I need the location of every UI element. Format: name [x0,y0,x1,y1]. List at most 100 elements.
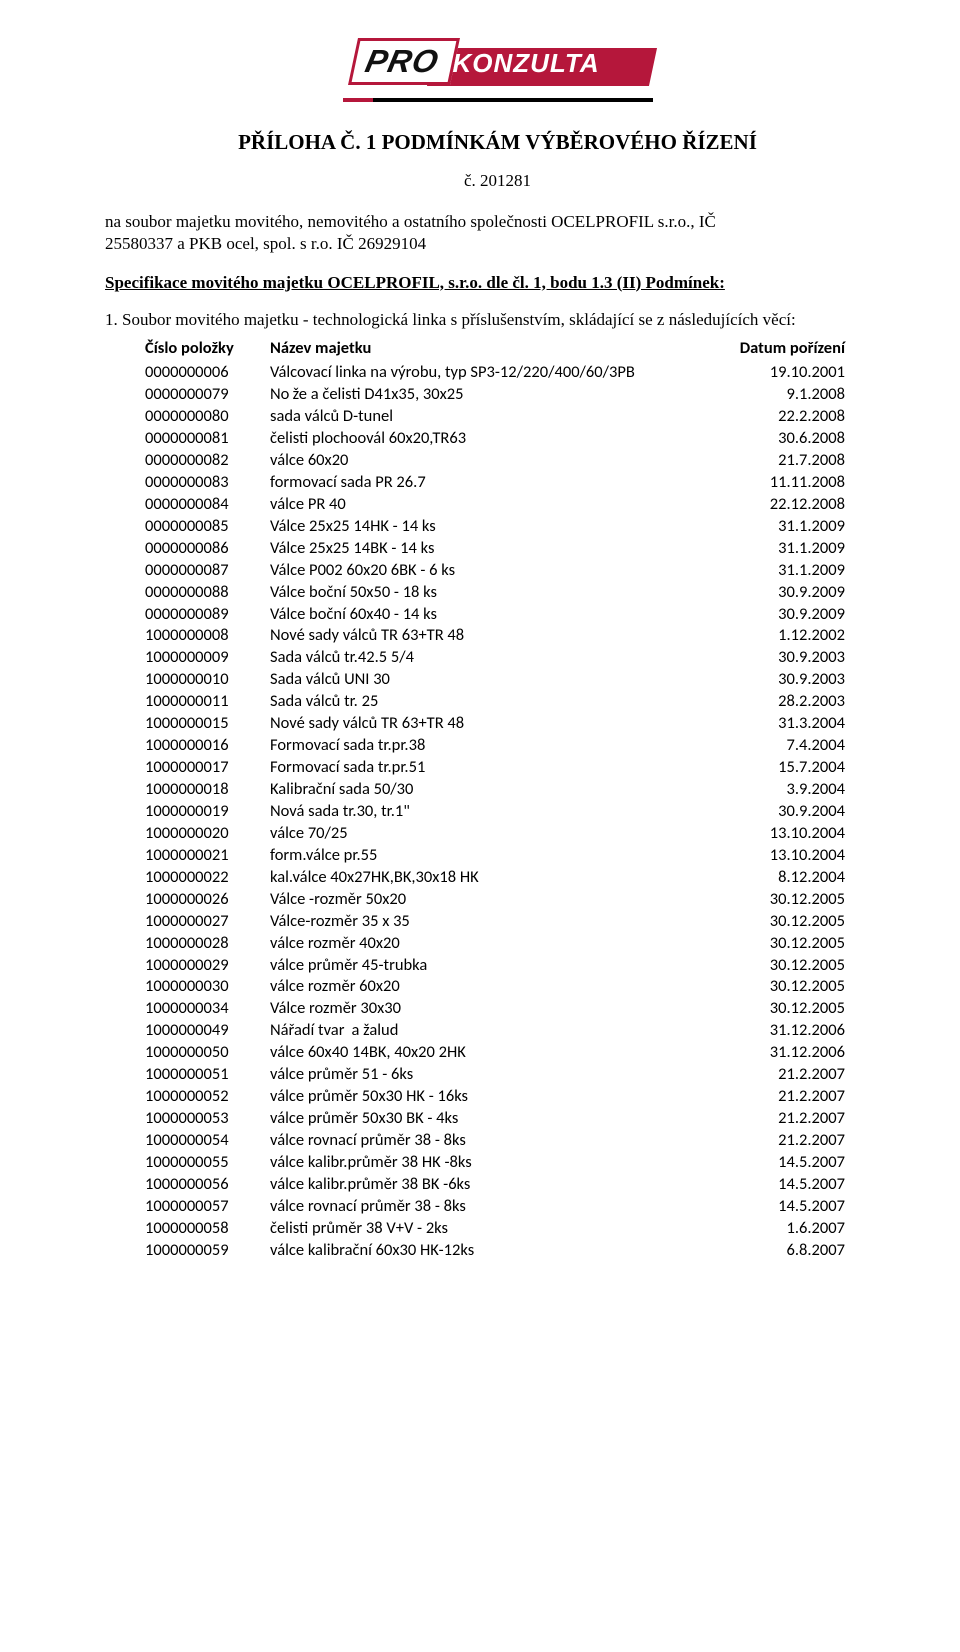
table-row: 1000000055válce kalibr.průměr 38 HK -8ks… [145,1152,890,1174]
cell-name: Nová sada tr.30, tr.1" [270,801,730,823]
cell-id: 1000000016 [145,735,270,757]
table-row: 1000000057válce rovnací průměr 38 - 8ks1… [145,1196,890,1218]
cell-id: 0000000083 [145,472,270,494]
cell-date: 31.12.2006 [730,1042,845,1064]
cell-id: 1000000021 [145,845,270,867]
table-header: Číslo položky Název majetku Datum poříze… [145,338,890,360]
table-row: 1000000018Kalibrační sada 50/303.9.2004 [145,779,890,801]
cell-date: 9.1.2008 [730,384,845,406]
logo-text-konzulta: KONZULTA [453,48,600,79]
logo-underline [343,98,653,102]
col-header-date: Datum pořízení [730,338,845,360]
cell-date: 21.2.2007 [730,1108,845,1130]
cell-id: 0000000006 [145,362,270,384]
cell-date: 31.1.2009 [730,516,845,538]
document-page: PRO KONZULTA PŘÍLOHA Č. 1 PODMÍNKÁM VÝBĚ… [0,0,960,1652]
cell-id: 1000000028 [145,933,270,955]
cell-date: 3.9.2004 [730,779,845,801]
table-body: 0000000006Válcovací linka na výrobu, typ… [145,362,890,1261]
cell-name: Nové sady válců TR 63+TR 48 [270,625,730,647]
cell-name: Válce -rozměr 50x20 [270,889,730,911]
table-row: 1000000054válce rovnací průměr 38 - 8ks2… [145,1130,890,1152]
cell-name: Kalibrační sada 50/30 [270,779,730,801]
cell-id: 0000000081 [145,428,270,450]
col-header-name: Název majetku [270,338,730,360]
cell-name: formovací sada PR 26.7 [270,472,730,494]
cell-id: 1000000011 [145,691,270,713]
col-header-id: Číslo položky [145,338,270,360]
cell-name: Sada válců tr. 25 [270,691,730,713]
table-row: 1000000053válce průměr 50x30 BK - 4ks21.… [145,1108,890,1130]
table-row: 1000000050válce 60x40 14BK, 40x20 2HK31.… [145,1042,890,1064]
cell-date: 30.12.2005 [730,933,845,955]
cell-date: 15.7.2004 [730,757,845,779]
cell-date: 1.12.2002 [730,625,845,647]
cell-date: 14.5.2007 [730,1196,845,1218]
table-row: 1000000026Válce -rozměr 50x2030.12.2005 [145,889,890,911]
cell-name: válce rovnací průměr 38 - 8ks [270,1196,730,1218]
table-row: 0000000081čelisti plochoovál 60x20,TR633… [145,428,890,450]
cell-date: 31.1.2009 [730,560,845,582]
table-row: 1000000019Nová sada tr.30, tr.1"30.9.200… [145,801,890,823]
cell-date: 30.12.2005 [730,955,845,977]
cell-id: 0000000089 [145,604,270,626]
table-row: 1000000008Nové sady válců TR 63+TR 481.1… [145,625,890,647]
intro-paragraph: na soubor majetku movitého, nemovitého a… [105,211,890,255]
cell-id: 1000000052 [145,1086,270,1108]
cell-date: 14.5.2007 [730,1152,845,1174]
cell-id: 1000000019 [145,801,270,823]
table-row: 0000000080sada válců D-tunel22.2.2008 [145,406,890,428]
cell-id: 0000000082 [145,450,270,472]
cell-name: válce 60x40 14BK, 40x20 2HK [270,1042,730,1064]
table-row: 1000000021form.válce pr.5513.10.2004 [145,845,890,867]
cell-name: Nářadí tvar a žalud [270,1020,730,1042]
cell-name: sada válců D-tunel [270,406,730,428]
cell-name: Válce 25x25 14BK - 14 ks [270,538,730,560]
table-row: 1000000022kal.válce 40x27HK,BK,30x18 HK8… [145,867,890,889]
cell-date: 30.9.2004 [730,801,845,823]
cell-name: válce kalibrační 60x30 HK-12ks [270,1240,730,1262]
document-number: č. 201281 [105,171,890,191]
cell-id: 1000000057 [145,1196,270,1218]
cell-name: Válce 25x25 14HK - 14 ks [270,516,730,538]
cell-date: 30.12.2005 [730,998,845,1020]
cell-name: válce průměr 45-trubka [270,955,730,977]
cell-name: válce průměr 50x30 HK - 16ks [270,1086,730,1108]
cell-name: Válce boční 50x50 - 18 ks [270,582,730,604]
table-row: 0000000083formovací sada PR 26.711.11.20… [145,472,890,494]
cell-date: 8.12.2004 [730,867,845,889]
cell-date: 30.9.2009 [730,582,845,604]
table-row: 1000000016Formovací sada tr.pr.387.4.200… [145,735,890,757]
cell-date: 13.10.2004 [730,823,845,845]
cell-id: 1000000027 [145,911,270,933]
cell-name: Formovací sada tr.pr.51 [270,757,730,779]
table-row: 0000000086Válce 25x25 14BK - 14 ks31.1.2… [145,538,890,560]
list-intro: 1. Soubor movitého majetku - technologic… [105,309,890,331]
table-row: 0000000088Válce boční 50x50 - 18 ks30.9.… [145,582,890,604]
cell-date: 31.1.2009 [730,538,845,560]
cell-id: 1000000008 [145,625,270,647]
cell-id: 0000000079 [145,384,270,406]
table-row: 1000000010Sada válců UNI 3030.9.2003 [145,669,890,691]
cell-date: 11.11.2008 [730,472,845,494]
cell-id: 1000000034 [145,998,270,1020]
cell-date: 7.4.2004 [730,735,845,757]
cell-id: 0000000087 [145,560,270,582]
cell-name: válce kalibr.průměr 38 BK -6ks [270,1174,730,1196]
table-row: 1000000049Nářadí tvar a žalud31.12.2006 [145,1020,890,1042]
cell-id: 1000000015 [145,713,270,735]
cell-name: Válcovací linka na výrobu, typ SP3-12/22… [270,362,730,384]
cell-date: 21.2.2007 [730,1130,845,1152]
table-row: 0000000089Válce boční 60x40 - 14 ks30.9.… [145,604,890,626]
cell-date: 30.12.2005 [730,889,845,911]
cell-date: 30.12.2005 [730,911,845,933]
cell-id: 1000000058 [145,1218,270,1240]
table-row: 0000000082válce 60x2021.7.2008 [145,450,890,472]
table-row: 1000000020válce 70/2513.10.2004 [145,823,890,845]
cell-id: 1000000009 [145,647,270,669]
cell-name: čelisti průměr 38 V+V - 2ks [270,1218,730,1240]
cell-id: 1000000059 [145,1240,270,1262]
table-row: 0000000087Válce P002 60x20 6BK - 6 ks31.… [145,560,890,582]
cell-date: 21.7.2008 [730,450,845,472]
cell-id: 1000000022 [145,867,270,889]
